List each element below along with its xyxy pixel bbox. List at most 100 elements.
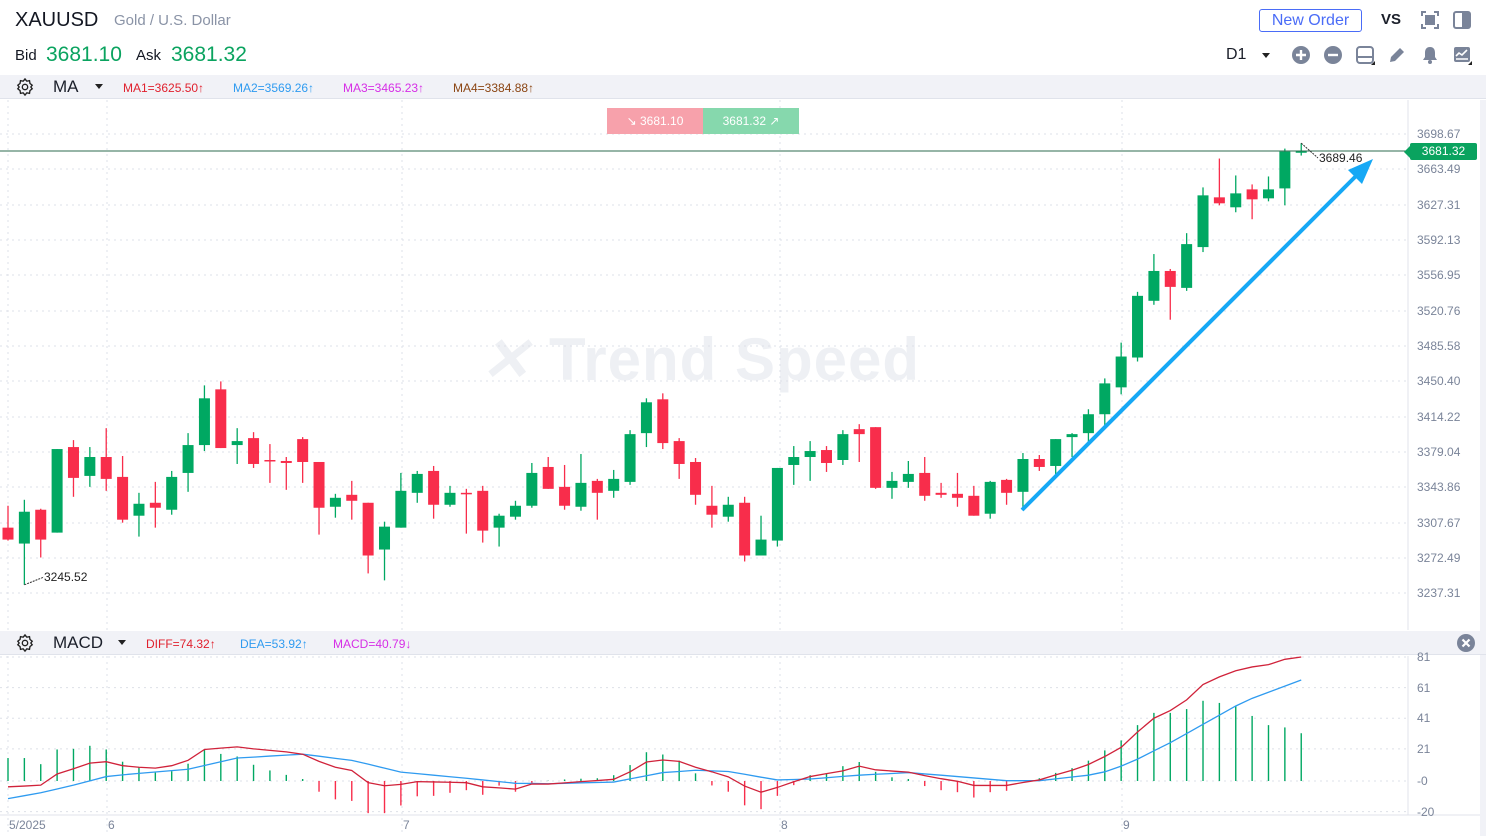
ma4-value: MA4=3384.88↑	[453, 81, 535, 95]
date-label: 6	[108, 818, 115, 832]
candle-down	[1001, 479, 1013, 493]
macd-tick-label: 81	[1417, 650, 1431, 664]
zoom-out-icon[interactable]	[1323, 45, 1343, 65]
bell-icon[interactable]	[1420, 45, 1440, 65]
macd-indicator-bar: MACD DIFF=74.32↑ DEA=53.92↑ MACD=40.79↓	[0, 631, 1486, 655]
candle-down	[559, 486, 571, 506]
candle-up	[509, 505, 521, 517]
candle-up	[1295, 151, 1307, 153]
sell-quote-pill[interactable]: ↘ 3681.10	[607, 108, 703, 134]
candle-down	[739, 502, 751, 556]
macd-dropdown-caret-icon[interactable]	[118, 640, 126, 645]
ma1-value: MA1=3625.50↑	[123, 81, 205, 95]
candle-up	[1017, 458, 1029, 492]
date-label: 9	[1123, 818, 1130, 832]
candle-down	[362, 502, 374, 556]
high-annotation: 3689.46	[1319, 151, 1363, 165]
candle-down	[248, 438, 260, 464]
panel-toggle-icon[interactable]	[1452, 10, 1472, 30]
timeframe-caret-icon[interactable]	[1262, 53, 1270, 58]
candle-up	[526, 472, 538, 506]
gear-icon[interactable]	[16, 78, 34, 96]
candle-down	[870, 427, 882, 488]
candle-up	[379, 526, 391, 550]
price-tick-label: 3237.31	[1417, 586, 1461, 600]
gear-icon[interactable]	[16, 634, 34, 652]
candle-up	[608, 478, 620, 491]
candle-down	[346, 494, 358, 501]
candle-down	[591, 480, 603, 493]
candle-up	[1132, 295, 1144, 358]
candle-down	[657, 399, 669, 444]
candle-up	[395, 490, 407, 528]
zoom-in-icon[interactable]	[1291, 45, 1311, 65]
candle-down	[477, 490, 489, 531]
candle-down	[280, 460, 292, 463]
candle-up	[1099, 383, 1111, 415]
vs-compare-button[interactable]: VS	[1381, 11, 1402, 28]
candle-down	[2, 527, 14, 540]
price-tick-label: 3450.40	[1417, 374, 1461, 388]
candle-up	[575, 482, 587, 507]
candle-up	[1082, 414, 1094, 434]
dea-value: DEA=53.92↑	[240, 637, 308, 651]
close-icon[interactable]	[1457, 634, 1475, 652]
high-annotation-line	[1300, 142, 1319, 159]
macd-tick-label: -20	[1417, 804, 1435, 819]
candle-down	[1164, 270, 1176, 287]
candle-up	[755, 539, 767, 556]
candle-down	[67, 447, 79, 478]
price-tick-label: 3698.67	[1417, 127, 1461, 141]
candle-down	[428, 470, 440, 505]
candle-up	[1197, 195, 1209, 248]
candle-down	[460, 492, 472, 495]
price-tick-label: 3379.04	[1417, 444, 1461, 459]
candle-down	[1033, 458, 1045, 467]
current-price-label: 3681.32	[1404, 143, 1477, 160]
buy-quote-pill[interactable]: 3681.32 ↗	[703, 108, 799, 134]
watermark-logo: ✕ Trend Speed	[480, 326, 921, 393]
candle-down	[690, 461, 702, 495]
timeframe-select[interactable]: D1	[1226, 46, 1247, 63]
low-annotation-line	[24, 576, 45, 586]
macd-tick-label: 61	[1417, 680, 1431, 695]
candle-down	[968, 495, 980, 516]
price-tick-label: 3485.58	[1417, 338, 1461, 353]
price-tick-label: 3592.13	[1417, 232, 1461, 247]
macd-indicator-select[interactable]: MACD	[53, 633, 104, 652]
candle-down	[919, 472, 931, 496]
price-tick-label: 3627.31	[1417, 197, 1461, 212]
candle-up	[1148, 270, 1160, 301]
candle-up	[133, 503, 145, 516]
candle-up	[1181, 244, 1193, 288]
ma-indicator-select[interactable]: MA	[53, 77, 79, 96]
symbol-title: XAUUSD	[15, 9, 99, 31]
candle-down	[821, 450, 832, 463]
new-order-button[interactable]: New Order	[1259, 9, 1362, 32]
price-tick-label: 3343.86	[1417, 479, 1461, 494]
candle-down	[100, 457, 112, 479]
candle-up	[444, 492, 456, 505]
candle-down	[297, 439, 309, 462]
candle-up	[640, 402, 652, 434]
candle-up	[329, 497, 341, 507]
price-tick-label: 3307.67	[1417, 515, 1461, 530]
candle-up	[1279, 151, 1291, 189]
ask-price: 3681.32	[171, 43, 247, 66]
diff-line	[7, 656, 1302, 793]
candle-down	[673, 441, 685, 464]
macd-tick-label: 41	[1417, 711, 1431, 726]
candle-up	[84, 457, 96, 476]
candle-up	[166, 476, 178, 510]
candle-down	[951, 493, 963, 498]
trend-arrow-line	[1020, 172, 1360, 512]
layout-icon[interactable]	[1355, 45, 1375, 65]
candle-down	[215, 389, 227, 449]
ma-dropdown-caret-icon[interactable]	[95, 84, 103, 89]
pencil-icon[interactable]	[1387, 45, 1407, 65]
fullscreen-icon[interactable]	[1420, 10, 1440, 30]
candle-down	[35, 509, 47, 540]
candle-up	[788, 457, 800, 465]
indicator-chart-icon[interactable]	[1452, 45, 1472, 65]
